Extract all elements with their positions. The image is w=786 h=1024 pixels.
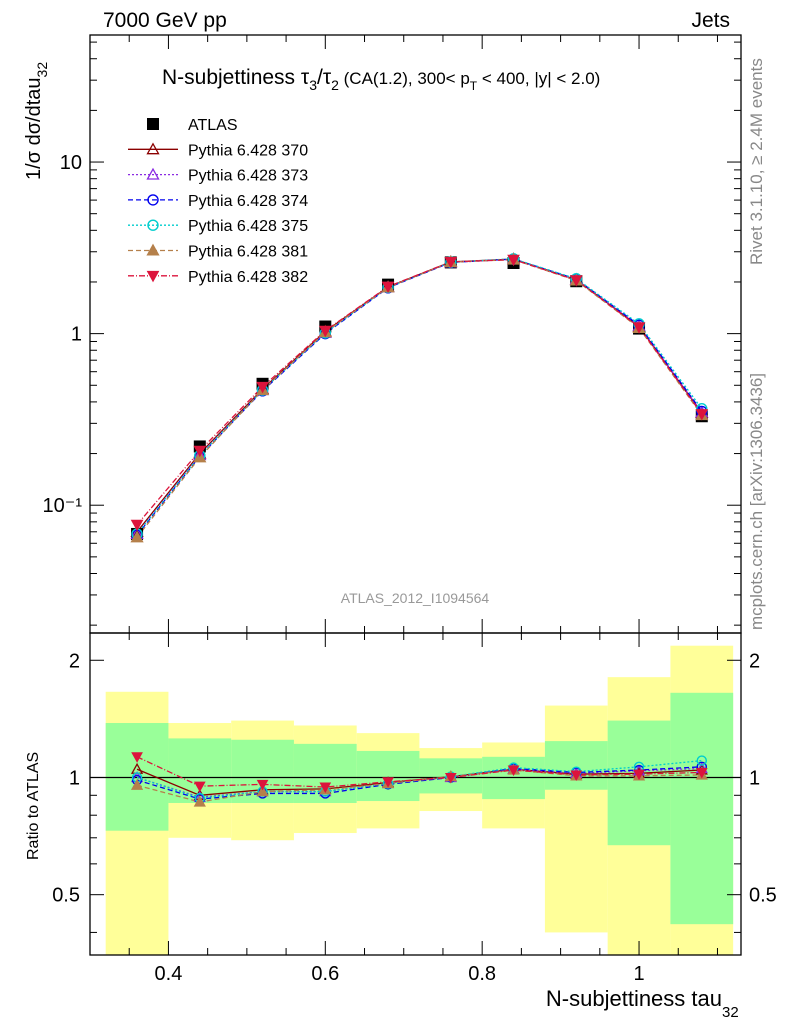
title-prefix: N-subjettiness: [162, 66, 301, 89]
ratio-point-s5-1: [193, 781, 206, 793]
main-point-s5-7: [569, 275, 583, 287]
y-tick-label: 10⁻¹: [43, 495, 83, 517]
rivet-version-label: Rivet 3.1.10, ≥ 2.4M events: [747, 58, 766, 265]
legend-label-4: Pythia 6.428 381: [188, 244, 308, 261]
x-axis-label: N-subjettiness tau: [546, 986, 722, 1011]
x-tick-label: 0.4: [155, 963, 183, 985]
ratio-panel-marks: [90, 752, 741, 807]
ratio-line-series-5: [136, 756, 702, 788]
title-subT: T: [470, 79, 478, 93]
ratio-y-tick-label-right: 1: [749, 767, 760, 789]
ratio-point-s4-2: [256, 785, 269, 797]
ratio-point-s5-3: [319, 782, 332, 794]
main-point-s5-1: [193, 445, 207, 458]
title-tau2: τ: [323, 66, 332, 89]
ratio-y-tick-label: 1: [69, 767, 80, 789]
chart-title: N-subjettiness τ3/τ2 (CA(1.2), 300< pT <…: [162, 66, 600, 93]
axes: 0.4 0.6 0.8 1 10⁻¹ 1 10 0.5 0.5 1 1 2 2: [43, 34, 777, 985]
y-axis-label: 1/σ dσ/dtau32: [23, 62, 50, 180]
legend-marker-atlas: [147, 118, 159, 130]
main-point-s5-0: [130, 519, 144, 532]
mcplots-label: mcplots.cern.ch [arXiv:1306.3436]: [747, 373, 766, 630]
ratio-line-series-3: [136, 759, 702, 799]
x-tick-label: 1: [633, 963, 644, 985]
band-green-9: [670, 692, 734, 925]
main-point-s5-2: [256, 381, 269, 394]
legend-marker-4: [146, 243, 160, 256]
ratio-point-s5-0: [131, 752, 143, 763]
main-line-series-1: [136, 258, 703, 535]
main-line-series-0: [136, 258, 703, 533]
ratio-line-series-4: [136, 769, 702, 803]
title-slash: /: [317, 66, 323, 89]
y-axis-label-sub: 32: [34, 62, 50, 78]
ratio-point-s3-9: [696, 755, 707, 766]
main-line-series-3: [136, 258, 703, 535]
legend-marker-3: [147, 219, 159, 231]
band-green-0: [105, 723, 169, 831]
ratio-point-s5-9: [695, 767, 708, 779]
main-point-s4-0: [130, 530, 144, 543]
main-point-s5-8: [632, 322, 646, 334]
uncertainty-bands: [105, 645, 734, 955]
ratio-point-s5-5: [444, 772, 457, 784]
energy-label: 7000 GeV pp: [103, 9, 227, 32]
legend-label-5: Pythia 6.428 382: [188, 269, 308, 286]
ratio-point-s5-2: [256, 779, 269, 791]
y-tick-label: 1: [71, 324, 82, 346]
ratio-point-s5-4: [382, 777, 394, 788]
x-tick-label: 0.6: [311, 963, 339, 985]
main-line-series-2: [136, 258, 703, 536]
legend-label-1: Pythia 6.428 373: [188, 168, 308, 185]
band-yellow-7: [544, 705, 608, 933]
main-point-s5-9: [695, 409, 709, 421]
title-cond1: (CA(1.2), 300< p: [339, 69, 470, 88]
main-panel-marks: [130, 252, 709, 543]
main-line-series-4: [136, 258, 703, 538]
ratio-point-s5-6: [507, 765, 520, 777]
ratio-y-tick-label-right: 0.5: [749, 885, 777, 907]
legend-label-3: Pythia 6.428 375: [188, 218, 308, 235]
x-axis-label-main: N-subjettiness tau: [546, 986, 722, 1011]
legend-marker-5: [146, 270, 160, 283]
band-green-4: [356, 750, 420, 802]
legend-label-atlas: ATLAS: [188, 117, 238, 134]
legend-label-0: Pythia 6.428 370: [188, 142, 308, 159]
ratio-y-axis-label: Ratio to ATLAS: [25, 752, 42, 860]
x-axis-label-sub: 32: [722, 1004, 739, 1021]
legend: ATLAS Pythia 6.428 370 Pythia 6.428 373 Pyt…: [128, 117, 308, 286]
main-point-s5-6: [507, 254, 520, 267]
legend-marker-0: [146, 142, 160, 155]
ratio-point-s4-1: [193, 795, 206, 807]
title-cond2: < 400, |y| < 2.0): [477, 69, 600, 88]
title-sub2: 2: [331, 77, 339, 93]
title-sub3: 3: [309, 77, 317, 93]
y-axis-label-main: 1/σ dσ/dtau: [23, 77, 45, 180]
title-tau3: τ: [301, 66, 310, 89]
main-point-s5-5: [444, 256, 458, 269]
ratio-y-tick-label-right: 2: [749, 650, 760, 672]
analysis-label: ATLAS_2012_I1094564: [341, 590, 490, 606]
main-point-s5-4: [381, 281, 395, 294]
main-line-series-5: [136, 258, 703, 526]
ratio-point-s5-7: [570, 770, 583, 781]
process-label: Jets: [691, 9, 730, 32]
ratio-y-tick-label: 0.5: [52, 885, 80, 907]
ratio-y-tick-label: 2: [69, 650, 80, 672]
ratio-frame: [89, 632, 742, 956]
legend-marker-2: [147, 194, 159, 206]
main-point-s5-3: [318, 325, 332, 338]
legend-label-2: Pythia 6.428 374: [188, 193, 308, 210]
band-green-8: [607, 720, 671, 846]
ratio-point-s5-8: [633, 769, 645, 781]
y-tick-label: 10: [60, 152, 82, 174]
band-green-7: [544, 741, 608, 790]
legend-marker-1: [146, 167, 160, 180]
ratio-point-s4-0: [130, 778, 144, 790]
x-tick-label: 0.8: [468, 963, 496, 985]
